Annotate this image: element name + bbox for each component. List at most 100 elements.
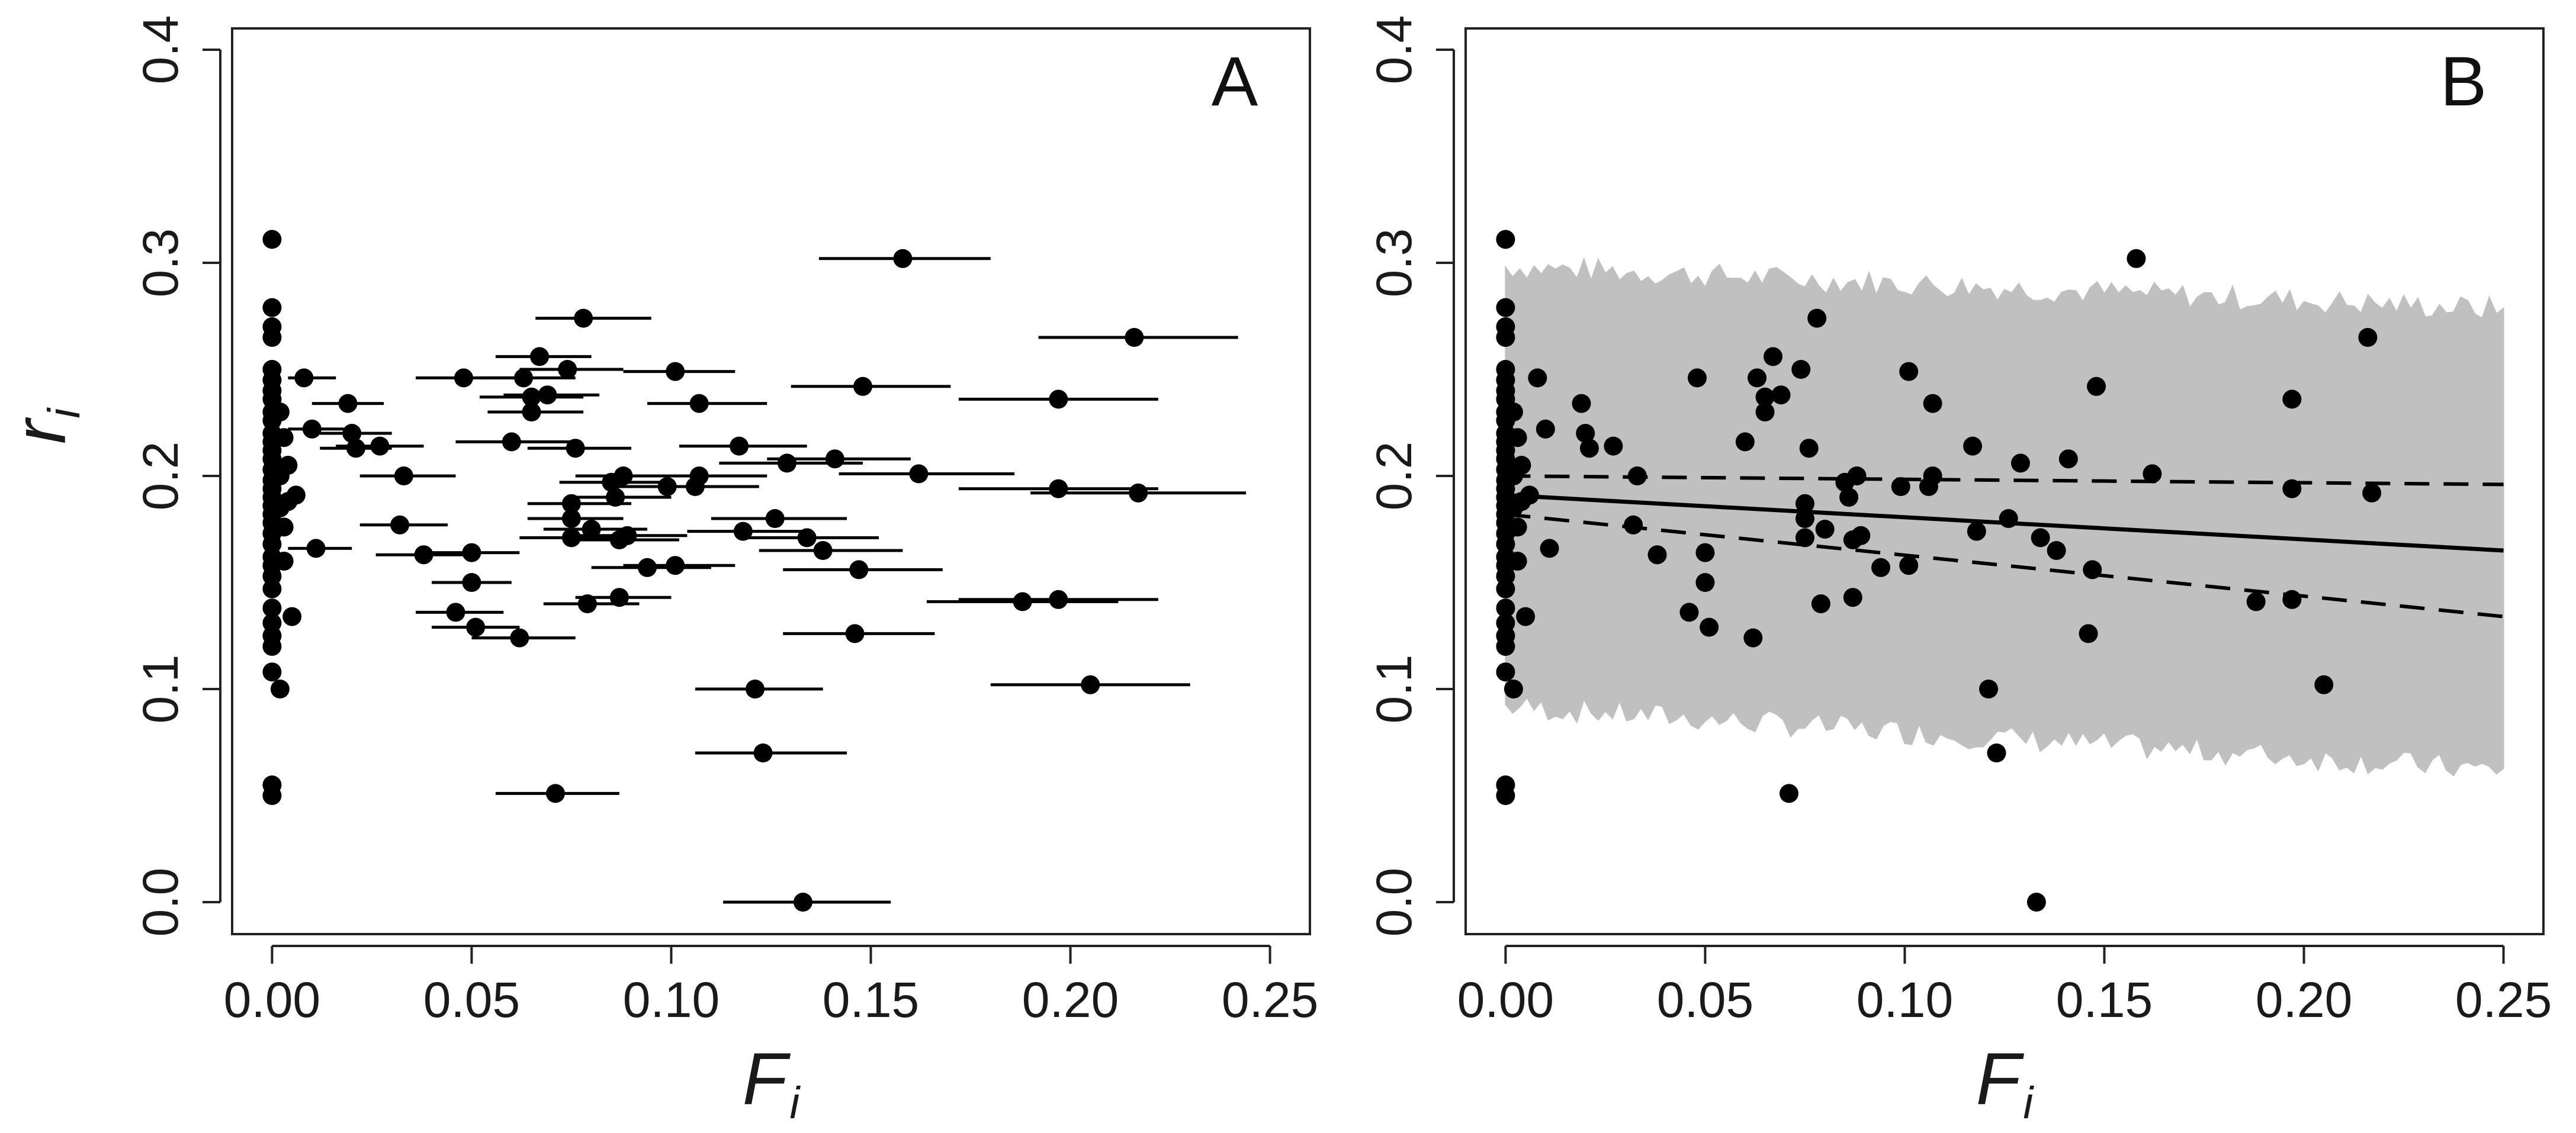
data-point bbox=[1516, 607, 1536, 626]
data-point bbox=[1536, 419, 1555, 439]
data-point bbox=[274, 552, 294, 571]
data-point bbox=[1579, 439, 1599, 458]
data-point bbox=[1496, 328, 1515, 347]
data-point bbox=[730, 436, 749, 456]
data-point bbox=[514, 368, 534, 388]
data-point bbox=[577, 594, 597, 613]
data-point bbox=[338, 394, 358, 413]
data-point bbox=[1504, 403, 1523, 421]
x-tick-label: 0.00 bbox=[1457, 972, 1554, 1028]
data-point bbox=[666, 362, 685, 381]
data-point bbox=[1700, 617, 1719, 637]
plot-frame-a bbox=[231, 27, 1311, 935]
data-point bbox=[454, 368, 473, 388]
data-point bbox=[561, 509, 581, 528]
data-point bbox=[1815, 520, 1835, 539]
y-axis-title-a: ri bbox=[0, 407, 89, 444]
data-point bbox=[1512, 456, 1531, 475]
data-point bbox=[1695, 573, 1715, 592]
data-point bbox=[2362, 483, 2382, 503]
y-tick-label: 0.0 bbox=[133, 868, 188, 937]
data-point bbox=[1049, 590, 1068, 609]
data-point bbox=[1735, 432, 1755, 452]
confidence-upper-line bbox=[1505, 474, 2504, 487]
data-point bbox=[546, 784, 565, 803]
data-point bbox=[1899, 362, 1919, 381]
data-point bbox=[2282, 390, 2302, 409]
data-point bbox=[777, 453, 796, 473]
data-point bbox=[1807, 308, 1827, 328]
data-point bbox=[2031, 528, 2050, 548]
data-point bbox=[2010, 453, 2030, 473]
data-point bbox=[1576, 424, 1595, 443]
data-point bbox=[825, 449, 844, 469]
data-point bbox=[262, 230, 282, 249]
data-point bbox=[282, 607, 302, 626]
data-point bbox=[1129, 483, 1148, 503]
x-tick-label: 0.05 bbox=[1657, 972, 1754, 1028]
data-point bbox=[1755, 387, 1775, 407]
data-point bbox=[270, 403, 290, 421]
data-point bbox=[689, 466, 709, 485]
data-point bbox=[1528, 368, 1547, 388]
data-point bbox=[893, 249, 913, 268]
data-point bbox=[1624, 515, 1643, 535]
data-point bbox=[1508, 517, 1527, 537]
data-point bbox=[753, 743, 773, 762]
data-point bbox=[538, 385, 557, 405]
x-tick-label: 0.10 bbox=[1856, 972, 1954, 1028]
data-point bbox=[689, 394, 709, 413]
data-point bbox=[845, 624, 865, 643]
data-point bbox=[262, 637, 282, 656]
data-point bbox=[849, 560, 869, 580]
data-point bbox=[618, 526, 637, 545]
data-point bbox=[2358, 328, 2378, 347]
data-point bbox=[294, 368, 314, 388]
data-point bbox=[1851, 526, 1871, 545]
data-point bbox=[1508, 552, 1527, 571]
y-tick-label: 0.2 bbox=[1366, 442, 1422, 511]
x-tick-label: 0.00 bbox=[224, 972, 321, 1028]
data-point bbox=[574, 308, 593, 328]
data-point bbox=[446, 603, 465, 622]
data-point bbox=[1987, 743, 2006, 762]
data-point bbox=[342, 424, 362, 443]
data-point bbox=[2047, 541, 2066, 560]
data-point bbox=[1572, 394, 1591, 413]
data-point bbox=[1979, 680, 1999, 699]
panel-label-a: A bbox=[1212, 43, 1258, 121]
x-axis-title-a: Fi bbox=[743, 1038, 801, 1128]
data-point bbox=[462, 573, 481, 592]
panel-label-b: B bbox=[2440, 43, 2487, 121]
data-point bbox=[466, 617, 486, 637]
y-tick-label: 0.3 bbox=[1366, 228, 1422, 298]
data-point bbox=[1540, 539, 1559, 558]
data-point bbox=[1049, 479, 1068, 498]
data-point bbox=[566, 439, 585, 458]
data-point bbox=[1791, 360, 1811, 379]
fit-lines bbox=[1505, 474, 2504, 619]
ticks-a: 0.00 0.05 0.10 0.15 0.20 0.25 0.0 0.1 0.2 0.3 0.4 bbox=[133, 15, 1318, 1028]
data-point bbox=[1081, 675, 1100, 694]
x-tick-label: 0.15 bbox=[2056, 972, 2153, 1028]
data-point bbox=[666, 556, 685, 575]
data-point bbox=[1748, 368, 1767, 388]
data-point bbox=[370, 436, 390, 456]
data-point bbox=[1755, 403, 1775, 421]
x-axis-title-b: Fi bbox=[1976, 1038, 2035, 1128]
y-tick-label: 0.3 bbox=[133, 228, 188, 298]
y-tick-label: 0.2 bbox=[133, 442, 188, 511]
data-point bbox=[1496, 786, 1515, 805]
data-point bbox=[262, 662, 282, 682]
data-point bbox=[561, 494, 581, 513]
data-point bbox=[390, 515, 410, 535]
data-point bbox=[414, 545, 433, 565]
data-point bbox=[1695, 543, 1715, 562]
y-tick-label: 0.1 bbox=[1366, 655, 1422, 724]
data-point bbox=[561, 528, 581, 548]
data-point bbox=[306, 539, 326, 558]
marks-a bbox=[262, 230, 1247, 912]
data-point bbox=[522, 387, 541, 407]
data-point bbox=[609, 588, 629, 607]
data-point bbox=[302, 419, 322, 439]
